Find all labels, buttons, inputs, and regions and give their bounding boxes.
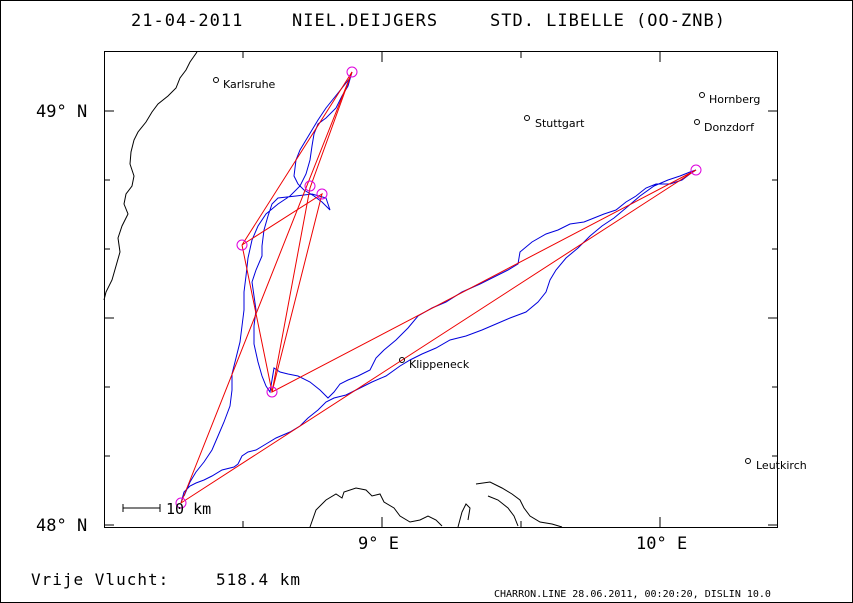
glider-name: STD. LIBELLE (OO-ZNB) (490, 11, 726, 31)
rhine-border (103, 51, 198, 301)
town-marker-stuttgart (524, 115, 530, 121)
lake-inner (487, 495, 519, 527)
town-markers: Karlsruhe Stuttgart Hornberg Donzdorf Kl… (213, 77, 807, 472)
turnpoint-3 (316, 188, 328, 200)
task-legs-inner (241, 71, 353, 393)
lake-shore-right (475, 481, 563, 528)
turnpoint-5 (266, 386, 278, 398)
footer-info: CHARRON.LINE 28.06.2011, 00:20:20, DISLI… (494, 589, 771, 600)
lake-shore-left (309, 487, 443, 528)
town-label-karlsruhe: Karlsruhe (223, 78, 276, 91)
axis-ticks (104, 52, 778, 527)
task-lines (180, 71, 697, 504)
scale-bar-label: 10 km (166, 500, 211, 518)
lon-label-9: 9° E (358, 534, 399, 554)
lake-shore-mid (457, 503, 471, 528)
distance-label: Vrije Vlucht: (31, 570, 169, 589)
town-label-leutkirch: Leutkirch (756, 459, 807, 472)
turnpoints (175, 66, 702, 509)
town-marker-donzdorf (694, 119, 700, 125)
town-marker-leutkirch (745, 458, 751, 464)
town-marker-karlsruhe (213, 77, 219, 83)
flight-date: 21-04-2011 (131, 11, 243, 31)
turnpoint-4 (304, 180, 316, 192)
flight-track (180, 71, 697, 504)
town-marker-klippeneck (399, 357, 405, 363)
lat-label-49: 49° N (36, 102, 87, 122)
town-label-donzdorf: Donzdorf (704, 121, 755, 134)
turnpoint-2 (236, 239, 248, 251)
lon-label-10: 10° E (636, 534, 687, 554)
scale-bar (122, 504, 161, 512)
town-label-hornberg: Hornberg (709, 93, 760, 106)
turnpoint-start (175, 497, 187, 509)
map-frame (104, 51, 778, 528)
turnpoint-6 (690, 164, 702, 176)
pilot-name: NIEL.DEIJGERS (292, 11, 438, 31)
turnpoint-1 (346, 66, 358, 78)
town-label-klippeneck: Klippeneck (409, 358, 470, 371)
distance-value: 518.4 km (216, 570, 301, 589)
border-lines (103, 51, 563, 528)
task-polygon (180, 71, 697, 504)
town-marker-hornberg (699, 92, 705, 98)
lat-label-48: 48° N (36, 516, 87, 536)
town-label-stuttgart: Stuttgart (535, 117, 585, 130)
